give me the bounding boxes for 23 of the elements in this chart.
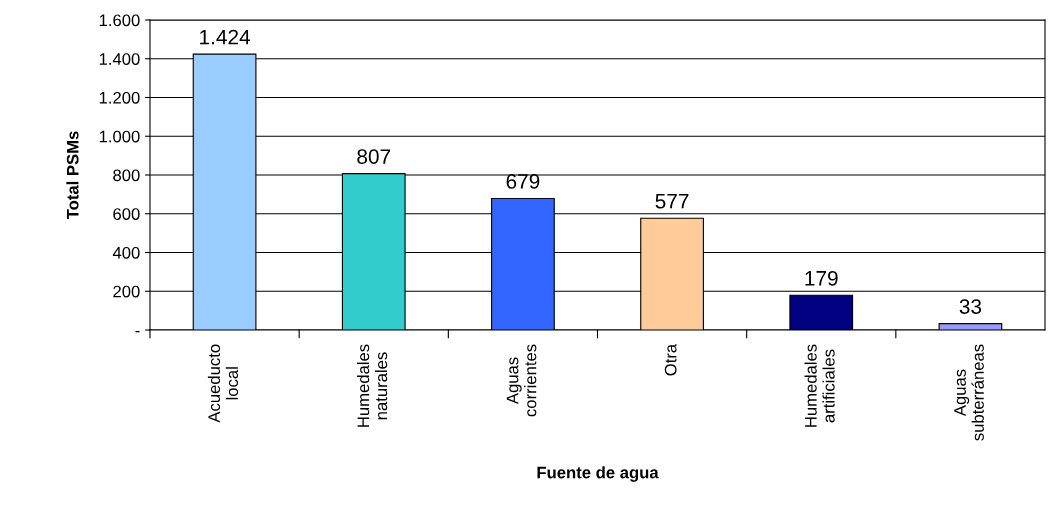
y-tick-label: 1.000 — [99, 130, 140, 143]
x-tick-label: Otra — [664, 343, 677, 376]
x-tick-label: Aguas subterráneas — [954, 344, 984, 441]
data-label: 577 — [655, 194, 689, 209]
y-tick-label: 200 — [113, 285, 140, 298]
data-label: 807 — [357, 149, 391, 164]
y-tick-label: 1.200 — [99, 91, 140, 104]
data-label: 179 — [805, 270, 838, 286]
y-tick-label: 400 — [112, 246, 140, 259]
y-tick-label: 1.400 — [99, 53, 140, 65]
x-tick-label: Acueducto local — [207, 344, 239, 423]
y-tick-label: 600 — [113, 208, 140, 220]
y-tick-label: 1.600 — [99, 14, 140, 27]
data-label: 1.424 — [200, 29, 251, 45]
y-tick-label: - — [135, 330, 140, 333]
x-tick-label: Humedales artificiales — [804, 344, 835, 427]
data-label: 679 — [506, 174, 540, 189]
data-label: 33 — [959, 299, 982, 314]
y-tick-label: 800 — [113, 169, 140, 182]
x-tick-label: Aguas corrientes — [506, 344, 537, 417]
x-tick-label: Humedales naturales — [357, 344, 388, 427]
x-axis-title: Fuente de agua — [537, 466, 659, 482]
y-axis-title: Total PSMs — [66, 131, 79, 220]
